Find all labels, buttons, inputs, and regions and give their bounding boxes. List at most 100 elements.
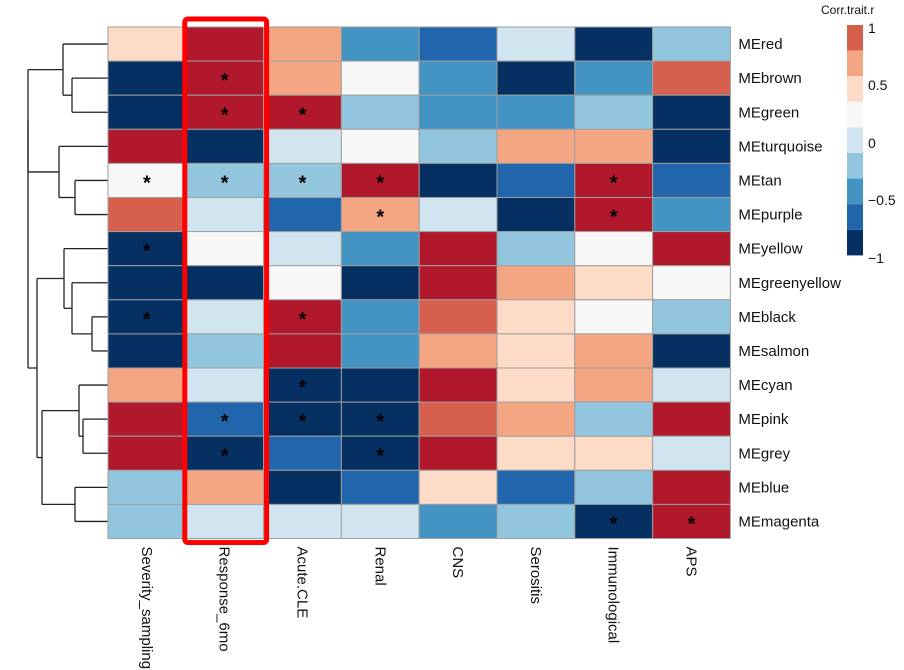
heatmap-cell [652, 503, 731, 539]
significance-star: * [299, 172, 307, 194]
heatmap-cell [418, 231, 498, 267]
heatmap-cell [496, 60, 576, 96]
heatmap-cell [652, 94, 731, 130]
heatmap-cell [418, 435, 498, 471]
heatmap-cell [263, 231, 342, 267]
heatmap-cell [496, 231, 576, 267]
heatmap-cell [418, 299, 498, 335]
heatmap-cells [107, 26, 731, 539]
heatmap-cell [340, 94, 420, 130]
heatmap-cell [574, 435, 654, 471]
significance-star: * [143, 241, 151, 263]
heatmap-cell [185, 162, 265, 198]
legend-swatch [847, 229, 863, 256]
significance-star: * [299, 411, 307, 433]
heatmap-cell [107, 94, 187, 130]
heatmap-cell [418, 26, 498, 62]
heatmap-cell [185, 197, 265, 233]
column-label: Renal [371, 547, 388, 586]
heatmap-cell [652, 299, 731, 335]
heatmap-cell [496, 94, 576, 130]
column-label: Immunological [605, 547, 622, 644]
heatmap-cell [418, 367, 498, 403]
heatmap-cell [107, 265, 187, 301]
heatmap-cell [340, 299, 420, 335]
heatmap-cell [652, 128, 731, 164]
heatmap-cell [340, 401, 420, 437]
heatmap-cell [496, 128, 576, 164]
heatmap-cell [263, 197, 342, 233]
heatmap-cell [107, 435, 187, 471]
heatmap-cell [263, 128, 342, 164]
row-label: MEgreen [738, 104, 799, 121]
row-label: MEsalmon [738, 343, 809, 360]
legend-swatch [847, 127, 863, 153]
heatmap-cell [185, 333, 265, 369]
heatmap-cell [574, 401, 654, 437]
heatmap-cell [340, 60, 420, 96]
heatmap-cell [574, 299, 654, 335]
significance-star: * [610, 513, 618, 535]
row-label: MEgreenyellow [738, 275, 841, 292]
heatmap-cell [496, 26, 576, 62]
heatmap-cell [418, 162, 498, 198]
heatmap-cell [496, 333, 576, 369]
legend-tick: 0.5 [868, 77, 888, 93]
heatmap-cell [418, 265, 498, 301]
row-dendrogram [27, 43, 108, 523]
heatmap-cell [496, 299, 576, 335]
heatmap-cell [418, 401, 498, 437]
column-label: APS [683, 547, 700, 577]
heatmap-cell [263, 60, 342, 96]
legend-tick: 0 [868, 135, 876, 151]
significance-star: * [299, 104, 307, 126]
heatmap-cell [107, 333, 187, 369]
significance-star: * [221, 445, 229, 467]
heatmap-cell [496, 197, 576, 233]
heatmap-cell [652, 60, 731, 96]
heatmap-cell [107, 26, 187, 62]
legend-tick: 1 [868, 20, 876, 36]
heatmap-cell [107, 299, 187, 335]
highlighted-column-box [182, 16, 270, 545]
heatmap-cell [652, 469, 731, 505]
heatmap-cell [340, 333, 420, 369]
legend-swatch [847, 76, 863, 102]
significance-star: * [221, 411, 229, 433]
legend-swatch [847, 178, 863, 205]
heatmap-cell [340, 162, 420, 198]
heatmap-cell [107, 469, 187, 505]
heatmap-cell [340, 197, 420, 233]
significance-star: * [299, 377, 307, 399]
row-label: MEturquoise [738, 138, 822, 155]
heatmap-cell [496, 162, 576, 198]
heatmap-cell [340, 128, 420, 164]
significance-star: * [376, 172, 384, 194]
significance-star: * [376, 207, 384, 229]
heatmap-cell [652, 231, 731, 267]
heatmap-cell [574, 60, 654, 96]
legend-swatch [847, 204, 863, 230]
column-label: Serositis [527, 547, 544, 605]
significance-star: * [610, 172, 618, 194]
heatmap-cell [185, 94, 265, 130]
heatmap-cell [652, 333, 731, 369]
column-label: Severity_sampling [138, 547, 155, 670]
heatmap-cell [340, 367, 420, 403]
heatmap-cell [185, 299, 265, 335]
row-label: MEblack [738, 309, 796, 326]
row-label: MEpurple [738, 207, 802, 224]
heatmap-cell [107, 197, 187, 233]
significance-star: * [143, 172, 151, 194]
row-label: MEtan [738, 172, 781, 189]
heatmap-cell [185, 469, 265, 505]
heatmap-cell [652, 265, 731, 301]
heatmap-cell [340, 503, 420, 539]
heatmap-cell [263, 162, 342, 198]
heatmap-cell [185, 128, 265, 164]
significance-star: * [143, 309, 151, 331]
heatmap-cell [263, 299, 342, 335]
heatmap-cell [418, 197, 498, 233]
row-label: MEbrown [738, 70, 801, 87]
